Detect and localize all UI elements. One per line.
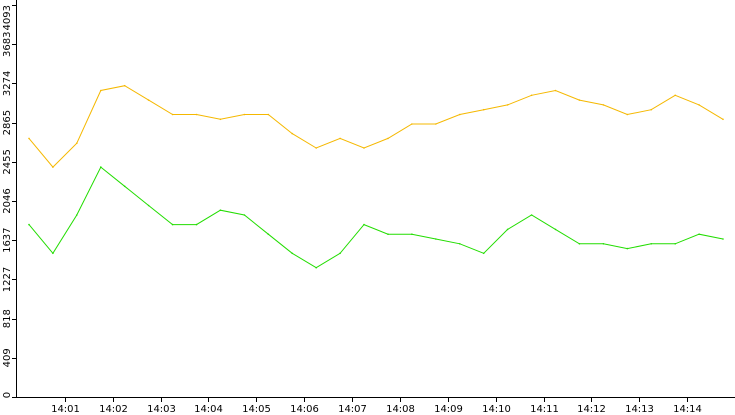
series-line-1 bbox=[28, 85, 724, 168]
series-1-point bbox=[171, 113, 174, 116]
series-1-point bbox=[363, 147, 365, 149]
series-2-point bbox=[722, 238, 724, 240]
series-2-point bbox=[123, 185, 126, 188]
y-tick-label: 3683 bbox=[2, 32, 13, 57]
y-tick-label: 4093 bbox=[2, 5, 13, 30]
x-tick-label: 14:10 bbox=[482, 404, 511, 415]
series-1-point bbox=[147, 99, 150, 101]
series-2-point bbox=[339, 252, 341, 255]
series-1-point bbox=[267, 113, 270, 116]
y-tick-label: 2046 bbox=[2, 188, 13, 213]
series-1-point bbox=[578, 99, 581, 101]
series-1-point bbox=[554, 89, 557, 92]
series-2-point bbox=[147, 204, 150, 207]
series-1-point bbox=[100, 89, 102, 92]
series-2-point bbox=[506, 228, 509, 231]
x-tick-label: 14:12 bbox=[577, 404, 606, 415]
series-2-point bbox=[459, 243, 461, 245]
y-tick-label: 818 bbox=[2, 309, 13, 328]
series-1-point bbox=[219, 118, 222, 121]
series-1-point bbox=[76, 142, 78, 144]
series-1-point bbox=[411, 123, 413, 125]
series-2-point bbox=[698, 233, 700, 235]
series-2-point bbox=[530, 214, 533, 216]
series-2-point bbox=[435, 238, 437, 240]
series-line-2 bbox=[28, 166, 724, 269]
x-tick-label: 14:03 bbox=[147, 404, 176, 415]
series-2-point bbox=[626, 247, 629, 250]
series-1-point bbox=[435, 123, 437, 125]
series-1-point bbox=[52, 166, 54, 168]
series-1-point bbox=[530, 94, 533, 97]
series-2-point bbox=[28, 223, 30, 226]
series-1-point bbox=[674, 94, 676, 97]
x-tick-label: 14:09 bbox=[434, 404, 463, 415]
y-tick-label: 3274 bbox=[2, 71, 13, 96]
series-layer bbox=[28, 84, 724, 269]
x-tick-label: 14:05 bbox=[242, 404, 271, 415]
x-tick-label: 14:01 bbox=[51, 404, 80, 415]
series-1-point bbox=[506, 104, 509, 106]
y-tick-label: 1637 bbox=[2, 227, 13, 252]
x-tick-label: 14:07 bbox=[338, 404, 367, 415]
series-2-point bbox=[291, 252, 294, 255]
y-tick-label: 2865 bbox=[2, 110, 13, 135]
series-1-point bbox=[482, 108, 485, 111]
series-2-point bbox=[482, 252, 485, 255]
y-tick-label: 1227 bbox=[2, 267, 13, 292]
x-tick-label: 14:08 bbox=[386, 404, 415, 415]
series-1-point bbox=[28, 137, 30, 140]
x-tick-label: 14:14 bbox=[673, 404, 702, 415]
x-axis-ticks: 14:01 14:02 14:03 14:04 14:05 14:06 14:07 14:08… bbox=[51, 397, 702, 415]
x-tick-label: 14:11 bbox=[530, 404, 559, 415]
series-2-point bbox=[363, 223, 365, 226]
series-1-point bbox=[698, 104, 700, 106]
series-1-point bbox=[650, 108, 652, 111]
y-tick-label: 0 bbox=[2, 392, 13, 398]
series-1-point bbox=[339, 137, 341, 140]
x-tick-label: 14:06 bbox=[290, 404, 319, 415]
series-2-point bbox=[100, 166, 102, 168]
series-1-point bbox=[602, 104, 605, 106]
x-tick-label: 14:02 bbox=[99, 404, 128, 415]
series-1-point bbox=[291, 132, 294, 135]
series-1-point bbox=[626, 113, 629, 116]
series-2-point bbox=[171, 223, 174, 226]
series-2-point bbox=[243, 214, 246, 216]
series-2-point bbox=[267, 233, 270, 235]
y-axis-ticks: 0 409 818 1227 1637 2046 2455 2865 3274 3683 4093 bbox=[2, 5, 17, 398]
series-1-point bbox=[387, 137, 389, 140]
x-tick-label: 14:13 bbox=[625, 404, 654, 415]
series-1-point bbox=[243, 113, 246, 116]
series-1-point bbox=[315, 147, 318, 149]
series-2-point bbox=[674, 243, 676, 245]
series-2-point bbox=[411, 233, 413, 235]
series-2-point bbox=[554, 228, 557, 231]
series-2-point bbox=[578, 243, 581, 245]
series-1-point bbox=[722, 118, 724, 121]
series-2-point bbox=[602, 243, 605, 245]
series-1-point bbox=[459, 113, 461, 116]
series-1-point bbox=[123, 84, 126, 87]
y-tick-label: 409 bbox=[2, 348, 13, 367]
series-2-point bbox=[650, 243, 652, 245]
x-tick-label: 14:04 bbox=[194, 404, 223, 415]
series-2-point bbox=[315, 266, 318, 269]
series-1-point bbox=[195, 113, 198, 116]
series-2-point bbox=[195, 223, 198, 226]
series-2-point bbox=[76, 214, 78, 216]
y-tick-label: 2455 bbox=[2, 149, 13, 174]
series-2-point bbox=[387, 233, 389, 235]
series-2-point bbox=[219, 209, 222, 211]
series-2-point bbox=[52, 252, 54, 255]
